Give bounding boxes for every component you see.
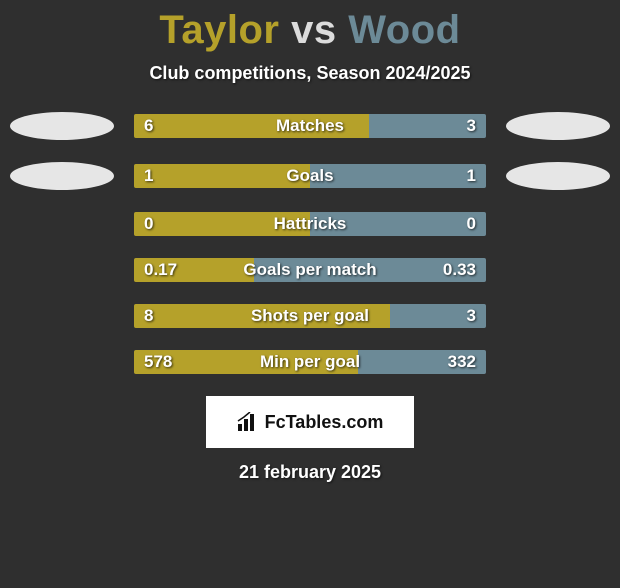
bar-chart-icon (237, 412, 259, 432)
stat-row: 0.17 0.33 Goals per match (0, 258, 620, 282)
player2-name: Wood (348, 8, 460, 52)
vs-text: vs (291, 8, 337, 52)
player1-name: Taylor (159, 8, 279, 52)
stat-bar: 0 0 Hattricks (134, 212, 486, 236)
stat-row: 0 0 Hattricks (0, 212, 620, 236)
brand-text: FcTables.com (265, 412, 384, 433)
stat-value-left: 0.17 (144, 260, 177, 280)
stat-value-right: 0.33 (443, 260, 476, 280)
bar-right-segment (310, 164, 486, 188)
stat-bar: 1 1 Goals (134, 164, 486, 188)
player1-photo-placeholder (10, 112, 114, 140)
stat-label: Matches (276, 116, 344, 136)
stat-value-right: 3 (467, 116, 476, 136)
stat-value-right: 0 (467, 214, 476, 234)
stat-row: 6 3 Matches (0, 112, 620, 140)
stat-value-right: 3 (467, 306, 476, 326)
stat-value-right: 1 (467, 166, 476, 186)
bar-left-segment (134, 164, 310, 188)
stat-value-right: 332 (448, 352, 476, 372)
stat-value-left: 6 (144, 116, 153, 136)
subtitle: Club competitions, Season 2024/2025 (0, 63, 620, 84)
player1-photo-placeholder (10, 162, 114, 190)
stat-label: Goals per match (243, 260, 376, 280)
stat-value-left: 8 (144, 306, 153, 326)
stats-chart: 6 3 Matches 1 1 Goals 0 0 Hattricks 0.17 0.33 Goals… (0, 112, 620, 374)
stat-bar: 6 3 Matches (134, 114, 486, 138)
player2-photo-placeholder (506, 112, 610, 140)
player2-photo-placeholder (506, 162, 610, 190)
brand-badge: FcTables.com (206, 396, 414, 448)
stat-bar: 0.17 0.33 Goals per match (134, 258, 486, 282)
stat-bar: 578 332 Min per goal (134, 350, 486, 374)
stat-row: 578 332 Min per goal (0, 350, 620, 374)
stat-row: 1 1 Goals (0, 162, 620, 190)
stat-bar: 8 3 Shots per goal (134, 304, 486, 328)
stat-value-left: 578 (144, 352, 172, 372)
stat-label: Min per goal (260, 352, 360, 372)
stat-label: Goals (286, 166, 333, 186)
stat-value-left: 1 (144, 166, 153, 186)
stat-value-left: 0 (144, 214, 153, 234)
stat-label: Shots per goal (251, 306, 369, 326)
comparison-title: Taylor vs Wood (0, 8, 620, 53)
stat-label: Hattricks (274, 214, 347, 234)
date-text: 21 february 2025 (0, 462, 620, 483)
stat-row: 8 3 Shots per goal (0, 304, 620, 328)
